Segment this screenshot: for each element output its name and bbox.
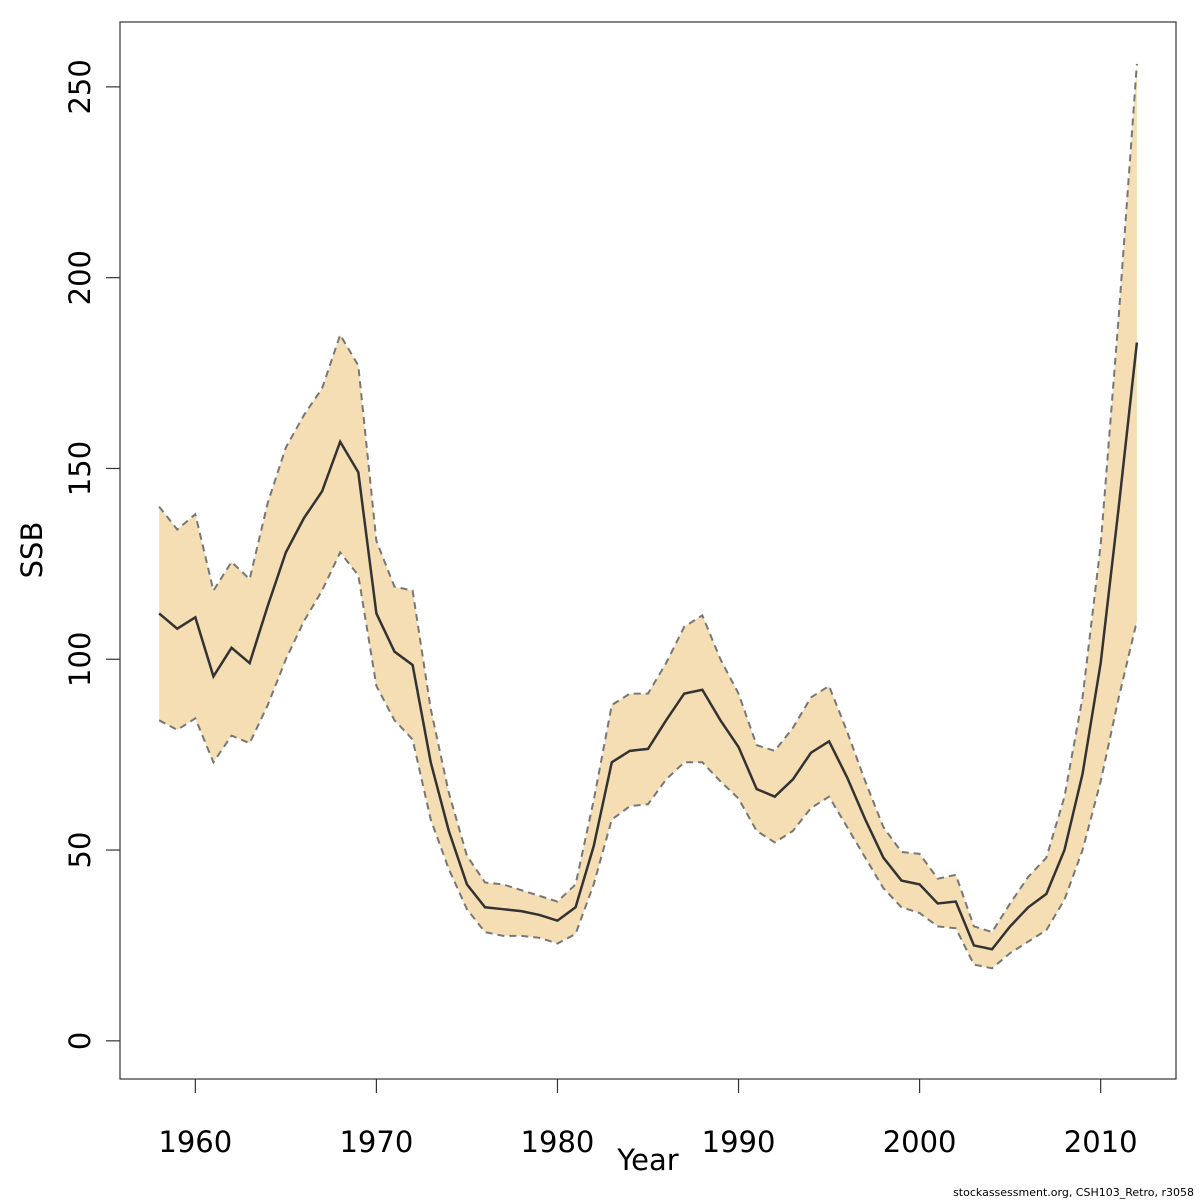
x-tick-label: 1990 bbox=[702, 1125, 776, 1159]
y-tick-label: 250 bbox=[63, 59, 97, 114]
confidence-band bbox=[159, 63, 1137, 969]
ssb-line bbox=[158, 342, 1139, 951]
lower-bound bbox=[158, 550, 1138, 970]
x-tick-label: 1970 bbox=[339, 1125, 413, 1159]
upper-bound bbox=[158, 63, 1138, 934]
y-tick-label: 150 bbox=[63, 441, 97, 496]
x-tick-label: 2000 bbox=[883, 1125, 957, 1159]
footnote: stockassessment.org, CSH103_Retro, r3058 bbox=[953, 1186, 1194, 1199]
y-tick-label: 100 bbox=[63, 632, 97, 687]
y-tick-label: 0 bbox=[63, 1032, 97, 1050]
x-tick-label: 2010 bbox=[1064, 1125, 1138, 1159]
x-tick-label: 1960 bbox=[158, 1125, 232, 1159]
y-axis-label: SSB bbox=[15, 522, 49, 579]
y-tick-label: 50 bbox=[63, 832, 97, 869]
plot-frame bbox=[119, 21, 1177, 1080]
y-tick-label: 200 bbox=[63, 250, 97, 305]
x-axis-label: Year bbox=[616, 1143, 678, 1177]
x-tick-label: 1980 bbox=[521, 1125, 595, 1159]
